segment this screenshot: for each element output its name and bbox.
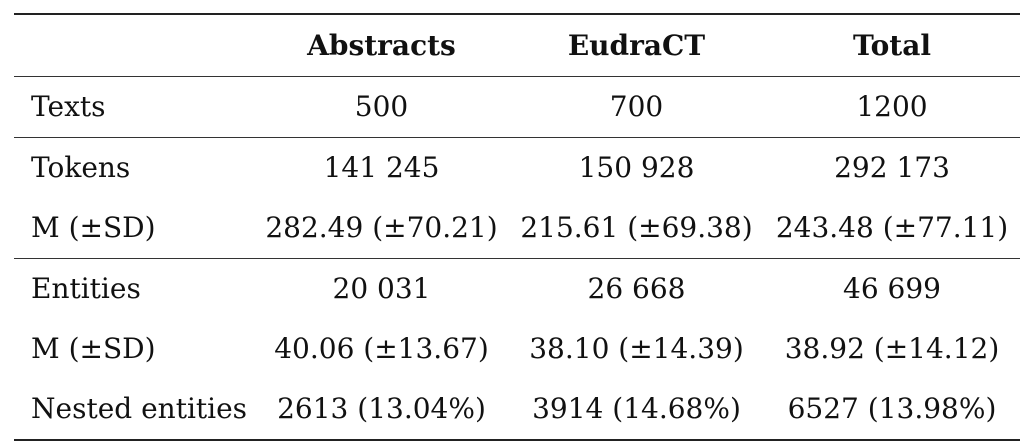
row-label: Tokens xyxy=(31,151,131,184)
row-label: M (±SD) xyxy=(31,332,156,365)
cell-eudract: 26 668 xyxy=(587,272,686,305)
cell-eudract: 3914 (14.68%) xyxy=(532,392,741,425)
row-label: M (±SD) xyxy=(31,211,156,244)
table-row-entities: Entities 20 031 26 668 46 699 xyxy=(14,258,1020,320)
cell-total: 243.48 (±77.11) xyxy=(775,211,1009,244)
cell-abstracts: 282.49 (±70.21) xyxy=(265,211,498,244)
cell-total: 292 173 xyxy=(834,151,950,184)
table-row-nested-entities: Nested entities 2613 (13.04%) 3914 (14.6… xyxy=(14,379,1020,440)
header-cell-total: Total xyxy=(852,29,931,62)
table-row-entities-mean-sd: M (±SD) 40.06 (±13.67) 38.10 (±14.39) 38… xyxy=(14,319,1020,379)
row-label: Nested entities xyxy=(31,392,248,425)
cell-abstracts: 141 245 xyxy=(323,151,440,184)
table-row-tokens-mean-sd: M (±SD) 282.49 (±70.21) 215.61 (±69.38) … xyxy=(14,198,1020,259)
cell-abstracts: 20 031 xyxy=(332,272,431,305)
header-cell-abstracts: Abstracts xyxy=(307,29,456,62)
table-row-tokens: Tokens 141 245 150 928 292 173 xyxy=(14,137,1020,199)
cell-eudract: 215.61 (±69.38) xyxy=(520,211,753,244)
cell-eudract: 38.10 (±14.39) xyxy=(529,332,744,365)
header-row: Abstracts EudraCT Total xyxy=(14,14,1020,77)
cell-abstracts: 2613 (13.04%) xyxy=(277,392,486,425)
cell-total: 38.92 (±14.12) xyxy=(784,332,1000,365)
table-row-texts: Texts 500 700 1200 xyxy=(14,76,1020,138)
header-cell-empty xyxy=(14,14,254,77)
row-label: Entities xyxy=(31,272,141,305)
cell-eudract: 150 928 xyxy=(578,151,695,184)
row-label: Texts xyxy=(31,90,106,123)
cell-abstracts: 500 xyxy=(354,90,409,123)
cell-abstracts: 40.06 (±13.67) xyxy=(274,332,489,365)
statistics-table-container: Abstracts EudraCT Total Texts 500 700 12… xyxy=(14,13,1020,441)
cell-total: 1200 xyxy=(856,90,928,123)
cell-total: 46 699 xyxy=(843,272,941,305)
corpus-statistics-table: Abstracts EudraCT Total Texts 500 700 12… xyxy=(14,13,1020,441)
cell-eudract: 700 xyxy=(609,90,664,123)
header-cell-eudract: EudraCT xyxy=(567,29,706,62)
cell-total: 6527 (13.98%) xyxy=(787,392,997,425)
